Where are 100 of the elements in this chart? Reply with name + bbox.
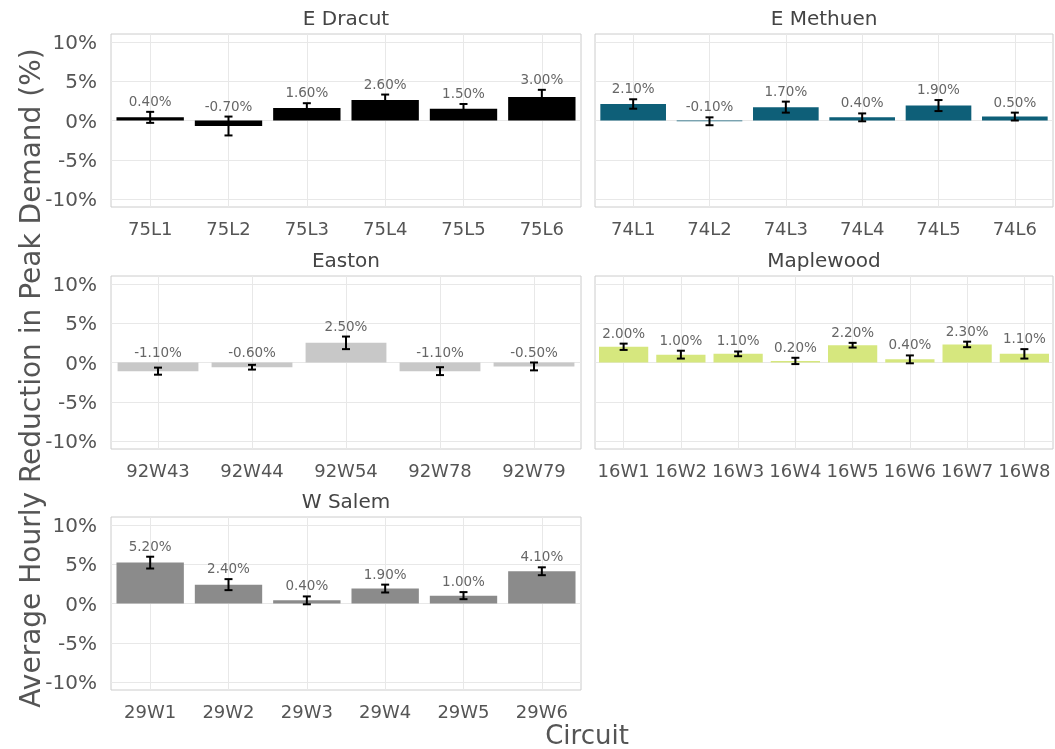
data-label: 2.50%: [324, 317, 368, 334]
x-tick-label: 75L6: [519, 217, 565, 239]
y-tick-label: 5%: [65, 69, 97, 94]
x-tick-label: 92W54: [314, 459, 378, 480]
bar: [999, 353, 1049, 362]
y-tick-label: 0%: [65, 108, 97, 133]
bar: [194, 584, 263, 604]
bar: [656, 354, 706, 362]
bar: [600, 103, 666, 121]
x-tick-label: 16W3: [712, 459, 765, 480]
x-tick-label: 16W2: [654, 459, 707, 480]
x-tick-label: 16W6: [883, 459, 936, 480]
data-label: 1.50%: [442, 84, 486, 101]
bar: [429, 108, 498, 121]
data-label: 1.90%: [917, 81, 961, 98]
data-label: 2.60%: [363, 75, 407, 92]
y-tick-label: 0%: [65, 350, 97, 374]
data-label: -1.10%: [416, 343, 465, 359]
data-label: 1.90%: [363, 565, 407, 582]
data-label: 1.60%: [285, 84, 329, 101]
data-label: 1.10%: [716, 331, 760, 348]
bar: [508, 571, 576, 604]
bar: [116, 562, 184, 604]
data-label: 2.30%: [945, 322, 989, 339]
x-tick-label: 75L4: [362, 217, 408, 239]
bar: [116, 117, 184, 121]
chart-title: E Dracut: [302, 6, 390, 30]
bar: [982, 116, 1048, 121]
chart-title: W Salem: [301, 489, 391, 513]
x-tick-label: 74L6: [992, 217, 1038, 239]
x-tick-label: 92W78: [408, 459, 472, 480]
data-label: -0.50%: [510, 343, 559, 359]
data-label: 0.50%: [993, 93, 1037, 110]
chart-title: Easton: [311, 247, 381, 272]
x-tick-label: 16W1: [597, 459, 650, 480]
y-tick-label: -5%: [58, 630, 97, 655]
y-tick-label: -10%: [45, 670, 97, 695]
bar: [599, 346, 649, 362]
y-tick-label: -10%: [45, 428, 97, 453]
bar: [273, 600, 341, 604]
x-tick-label: 74L2: [687, 217, 732, 239]
y-tick-label: -10%: [45, 187, 97, 212]
data-label: 1.00%: [659, 331, 703, 348]
x-tick-label: 16W7: [941, 459, 994, 480]
x-tick-label: 74L4: [839, 217, 885, 239]
y-tick-label: 0%: [65, 591, 97, 616]
y-tick-label: -5%: [58, 147, 97, 172]
y-tick-label: 5%: [65, 552, 97, 577]
bar: [905, 105, 972, 121]
y-tick-label: 10%: [52, 29, 97, 54]
data-label: 4.10%: [520, 548, 564, 565]
x-tick-label: 74L5: [916, 217, 961, 239]
chart-title: E Methuen: [770, 6, 878, 30]
bar: [942, 343, 992, 362]
data-label: -0.70%: [204, 97, 253, 114]
data-label: -0.10%: [685, 98, 734, 115]
y-tick-label: -5%: [58, 389, 97, 414]
data-label: 1.70%: [764, 82, 808, 99]
chart-title: Maplewood: [767, 247, 881, 272]
x-tick-label: 74L1: [610, 217, 656, 239]
x-tick-label: 16W4: [769, 459, 822, 480]
x-tick-label: 92W43: [126, 459, 190, 480]
bar: [351, 588, 419, 604]
x-tick-label: 16W5: [826, 459, 879, 480]
data-label: 1.00%: [442, 573, 486, 590]
x-tick-label: 29W3: [280, 700, 333, 722]
data-label: 2.40%: [207, 560, 251, 577]
y-axis-title: Average Hourly Reduction in Peak Demand (%): [13, 47, 47, 708]
x-axis-title: Circuit: [545, 720, 629, 749]
x-tick-label: 16W8: [998, 459, 1051, 480]
data-label: 3.00%: [520, 70, 564, 87]
data-label: 2.20%: [831, 323, 875, 340]
x-tick-label: 75L5: [441, 217, 486, 239]
bar: [753, 107, 819, 121]
data-label: 2.00%: [602, 324, 646, 341]
data-label: 5.20%: [128, 537, 172, 554]
data-label: 0.40%: [285, 577, 329, 594]
data-label: -1.10%: [134, 343, 183, 359]
data-label: 0.40%: [840, 94, 884, 111]
bar: [713, 353, 763, 362]
y-tick-label: 5%: [65, 310, 97, 335]
bar: [829, 117, 895, 121]
x-tick-label: 29W5: [437, 700, 490, 722]
x-tick-label: 92W44: [220, 459, 284, 480]
data-label: 0.40%: [888, 335, 932, 352]
data-label: 0.40%: [128, 92, 172, 109]
bar: [273, 107, 341, 121]
x-tick-label: 75L1: [127, 217, 173, 239]
x-tick-label: 74L3: [763, 217, 809, 239]
bar: [828, 344, 878, 362]
x-tick-label: 92W79: [502, 459, 566, 480]
x-tick-label: 75L2: [206, 217, 251, 239]
data-label: 0.20%: [773, 338, 817, 355]
x-tick-label: 75L3: [284, 217, 330, 239]
bar: [885, 358, 935, 362]
x-tick-label: 29W4: [359, 700, 412, 722]
data-label: 2.10%: [611, 80, 655, 97]
y-tick-label: 10%: [52, 512, 97, 537]
bar: [429, 595, 498, 604]
data-label: 1.10%: [1002, 329, 1046, 346]
